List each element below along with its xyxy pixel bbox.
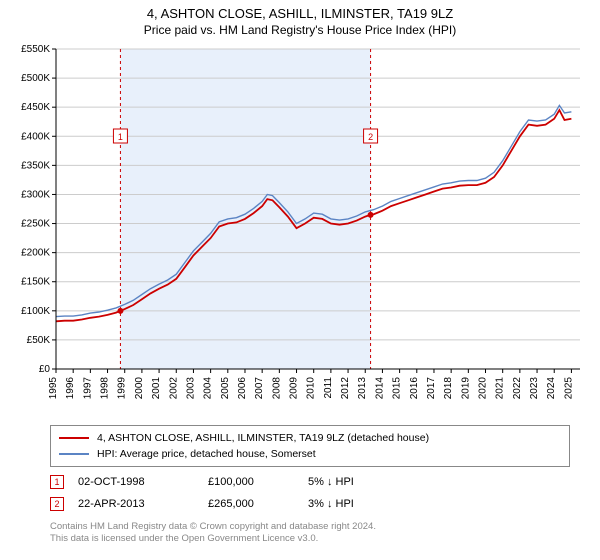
svg-text:£100K: £100K	[21, 306, 50, 317]
transaction-diff: 5% ↓ HPI	[308, 476, 408, 488]
legend-item: 4, ASHTON CLOSE, ASHILL, ILMINSTER, TA19…	[59, 430, 561, 446]
svg-text:1: 1	[118, 132, 123, 142]
svg-text:2023: 2023	[529, 377, 540, 400]
svg-text:2003: 2003	[185, 377, 196, 400]
svg-text:2016: 2016	[409, 377, 420, 400]
legend: 4, ASHTON CLOSE, ASHILL, ILMINSTER, TA19…	[50, 425, 570, 467]
transactions-table: 1 02-OCT-1998 £100,000 5% ↓ HPI 2 22-APR…	[50, 471, 570, 515]
chart-svg: £0 £50K £100K £150K £200K £250K £300K £350K £400…	[0, 39, 600, 419]
svg-text:1996: 1996	[65, 377, 76, 400]
transaction-row: 2 22-APR-2013 £265,000 3% ↓ HPI	[50, 493, 570, 515]
svg-text:2001: 2001	[151, 377, 162, 400]
svg-text:2007: 2007	[254, 377, 265, 400]
transaction-row: 1 02-OCT-1998 £100,000 5% ↓ HPI	[50, 471, 570, 493]
svg-text:£300K: £300K	[21, 189, 50, 200]
legend-item: HPI: Average price, detached house, Some…	[59, 446, 561, 462]
svg-text:2: 2	[368, 132, 373, 142]
svg-text:2021: 2021	[495, 377, 506, 400]
svg-text:2019: 2019	[460, 377, 471, 400]
svg-text:2013: 2013	[357, 377, 368, 400]
transaction-diff: 3% ↓ HPI	[308, 498, 408, 510]
svg-text:2012: 2012	[340, 377, 351, 400]
transaction-marker: 2	[50, 497, 64, 511]
transaction-date: 22-APR-2013	[78, 498, 208, 510]
transaction-date: 02-OCT-1998	[78, 476, 208, 488]
transaction-num: 2	[54, 499, 59, 509]
svg-text:2018: 2018	[443, 377, 454, 400]
svg-text:£150K: £150K	[21, 277, 50, 288]
svg-text:2011: 2011	[323, 377, 334, 399]
legend-swatch	[59, 453, 89, 455]
chart-title: 4, ASHTON CLOSE, ASHILL, ILMINSTER, TA19…	[0, 6, 600, 21]
svg-text:£350K: £350K	[21, 160, 50, 171]
svg-text:£50K: £50K	[27, 335, 51, 346]
svg-text:2010: 2010	[306, 377, 317, 400]
svg-text:2025: 2025	[563, 377, 574, 400]
svg-text:2015: 2015	[392, 377, 403, 400]
footer-line: This data is licensed under the Open Gov…	[50, 533, 570, 545]
svg-text:2024: 2024	[546, 377, 557, 400]
svg-text:1995: 1995	[48, 377, 59, 400]
svg-text:2006: 2006	[237, 377, 248, 400]
svg-text:2008: 2008	[271, 377, 282, 400]
svg-text:2004: 2004	[203, 377, 214, 400]
legend-swatch	[59, 437, 89, 439]
svg-text:£200K: £200K	[21, 248, 50, 259]
svg-text:£400K: £400K	[21, 131, 50, 142]
svg-text:2000: 2000	[134, 377, 145, 400]
svg-text:2014: 2014	[374, 377, 385, 400]
svg-text:£0: £0	[39, 364, 51, 375]
svg-text:1998: 1998	[100, 377, 111, 400]
footer: Contains HM Land Registry data © Crown c…	[50, 521, 570, 546]
svg-text:£500K: £500K	[21, 73, 50, 84]
svg-text:2005: 2005	[220, 377, 231, 400]
header: 4, ASHTON CLOSE, ASHILL, ILMINSTER, TA19…	[0, 0, 600, 39]
chart-subtitle: Price paid vs. HM Land Registry's House …	[0, 23, 600, 37]
svg-text:2017: 2017	[426, 377, 437, 400]
svg-text:1997: 1997	[82, 377, 93, 400]
transaction-price: £100,000	[208, 476, 308, 488]
transaction-num: 1	[54, 477, 59, 487]
chart-area: £0 £50K £100K £150K £200K £250K £300K £350K £400…	[0, 39, 600, 419]
svg-text:2009: 2009	[289, 377, 300, 400]
svg-text:2002: 2002	[168, 377, 179, 400]
chart-container: 4, ASHTON CLOSE, ASHILL, ILMINSTER, TA19…	[0, 0, 600, 546]
svg-text:£250K: £250K	[21, 219, 50, 230]
svg-text:2022: 2022	[512, 377, 523, 400]
svg-text:£550K: £550K	[21, 44, 50, 55]
legend-label: HPI: Average price, detached house, Some…	[97, 448, 316, 460]
svg-text:£450K: £450K	[21, 102, 50, 113]
svg-text:1999: 1999	[117, 377, 128, 400]
legend-label: 4, ASHTON CLOSE, ASHILL, ILMINSTER, TA19…	[97, 432, 429, 444]
svg-text:2020: 2020	[478, 377, 489, 400]
transaction-marker: 1	[50, 475, 64, 489]
footer-line: Contains HM Land Registry data © Crown c…	[50, 521, 570, 533]
transaction-price: £265,000	[208, 498, 308, 510]
